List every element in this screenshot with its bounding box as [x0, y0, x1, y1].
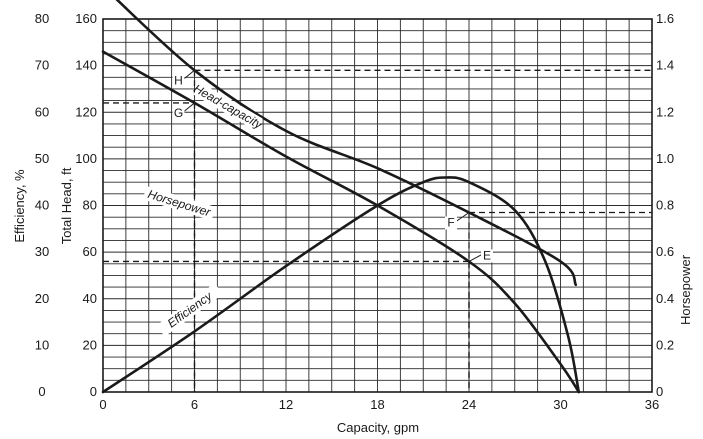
- reference-leader: [183, 69, 195, 80]
- axes: 0 6 12 18 24 30 360102030405060708002040608010…: [12, 11, 693, 435]
- head-axis-title: Total Head, ft: [59, 167, 74, 244]
- x-tick-label: 12: [279, 397, 293, 412]
- series-label-background: [193, 82, 263, 131]
- horsepower-curve: [115, 0, 578, 287]
- horsepower-tick-label: 1.6: [656, 11, 674, 26]
- curves: [101, 0, 581, 394]
- head-tick-label: 60: [83, 244, 97, 259]
- reference-point-label: G: [174, 106, 183, 120]
- series-label-background: [142, 185, 216, 221]
- head-tick-label: 0: [90, 384, 97, 399]
- horsepower-tick-label: 0.8: [656, 198, 674, 213]
- efficiency-tick-label: 60: [35, 104, 49, 119]
- head-tick-label: 140: [75, 58, 97, 73]
- plot-frame: [102, 18, 653, 393]
- efficiency-tick-label: 80: [35, 11, 49, 26]
- horsepower-tick-label: 0.4: [656, 291, 674, 306]
- reference-leader: [468, 254, 483, 262]
- efficiency-tick-label: 50: [35, 151, 49, 166]
- x-tick-label: 18: [370, 397, 384, 412]
- efficiency-tick-label: 40: [35, 198, 49, 213]
- efficiency-tick-label: 20: [35, 291, 49, 306]
- reference-label-background: [445, 216, 457, 230]
- reference-leader: [183, 102, 195, 113]
- horsepower-tick-label: 0.6: [656, 244, 674, 259]
- horsepower-tick-label: 0.2: [656, 337, 674, 352]
- horsepower-tick-label: 1.4: [656, 58, 674, 73]
- head-tick-label: 20: [83, 337, 97, 352]
- reference-point-label: E: [483, 248, 491, 262]
- reference-leader: [455, 212, 470, 222]
- reference-label-background: [481, 249, 493, 263]
- reference-lines: [103, 69, 652, 392]
- efficiency-tick-label: 70: [35, 58, 49, 73]
- head-tick-label: 160: [75, 11, 97, 26]
- series-label: Horsepower: [146, 187, 213, 220]
- x-tick-label: 36: [645, 397, 659, 412]
- efficiency-tick-label: 30: [35, 244, 49, 259]
- horsepower-axis-title: Horsepower: [678, 254, 693, 325]
- reference-label-background: [172, 74, 185, 88]
- head-tick-label: 40: [83, 291, 97, 306]
- head-tick-label: 80: [83, 198, 97, 213]
- head-tick-label: 120: [75, 104, 97, 119]
- reference-point-label: F: [447, 215, 454, 229]
- x-axis-title: Capacity, gpm: [337, 420, 419, 435]
- efficiency-tick-label: 10: [35, 337, 49, 352]
- reference-point-label: H: [174, 73, 183, 87]
- x-tick-label: 24: [462, 397, 476, 412]
- efficiency-curve: [101, 176, 581, 394]
- horsepower-tick-label: 1.2: [656, 104, 674, 119]
- head-capacity-curve: [101, 50, 581, 394]
- reference-label-background: [172, 106, 185, 120]
- series-label: Efficiency: [165, 288, 216, 330]
- efficiency-tick-label: 0: [38, 384, 45, 399]
- head-tick-label: 100: [75, 151, 97, 166]
- x-tick-label: 6: [191, 397, 198, 412]
- series-label-background: [156, 282, 223, 337]
- efficiency-axis-title: Efficiency, %: [12, 169, 27, 243]
- horsepower-tick-label: 0: [656, 384, 663, 399]
- x-tick-label: 30: [553, 397, 567, 412]
- horsepower-tick-label: 1.0: [656, 151, 674, 166]
- x-tick-label: 0: [99, 397, 106, 412]
